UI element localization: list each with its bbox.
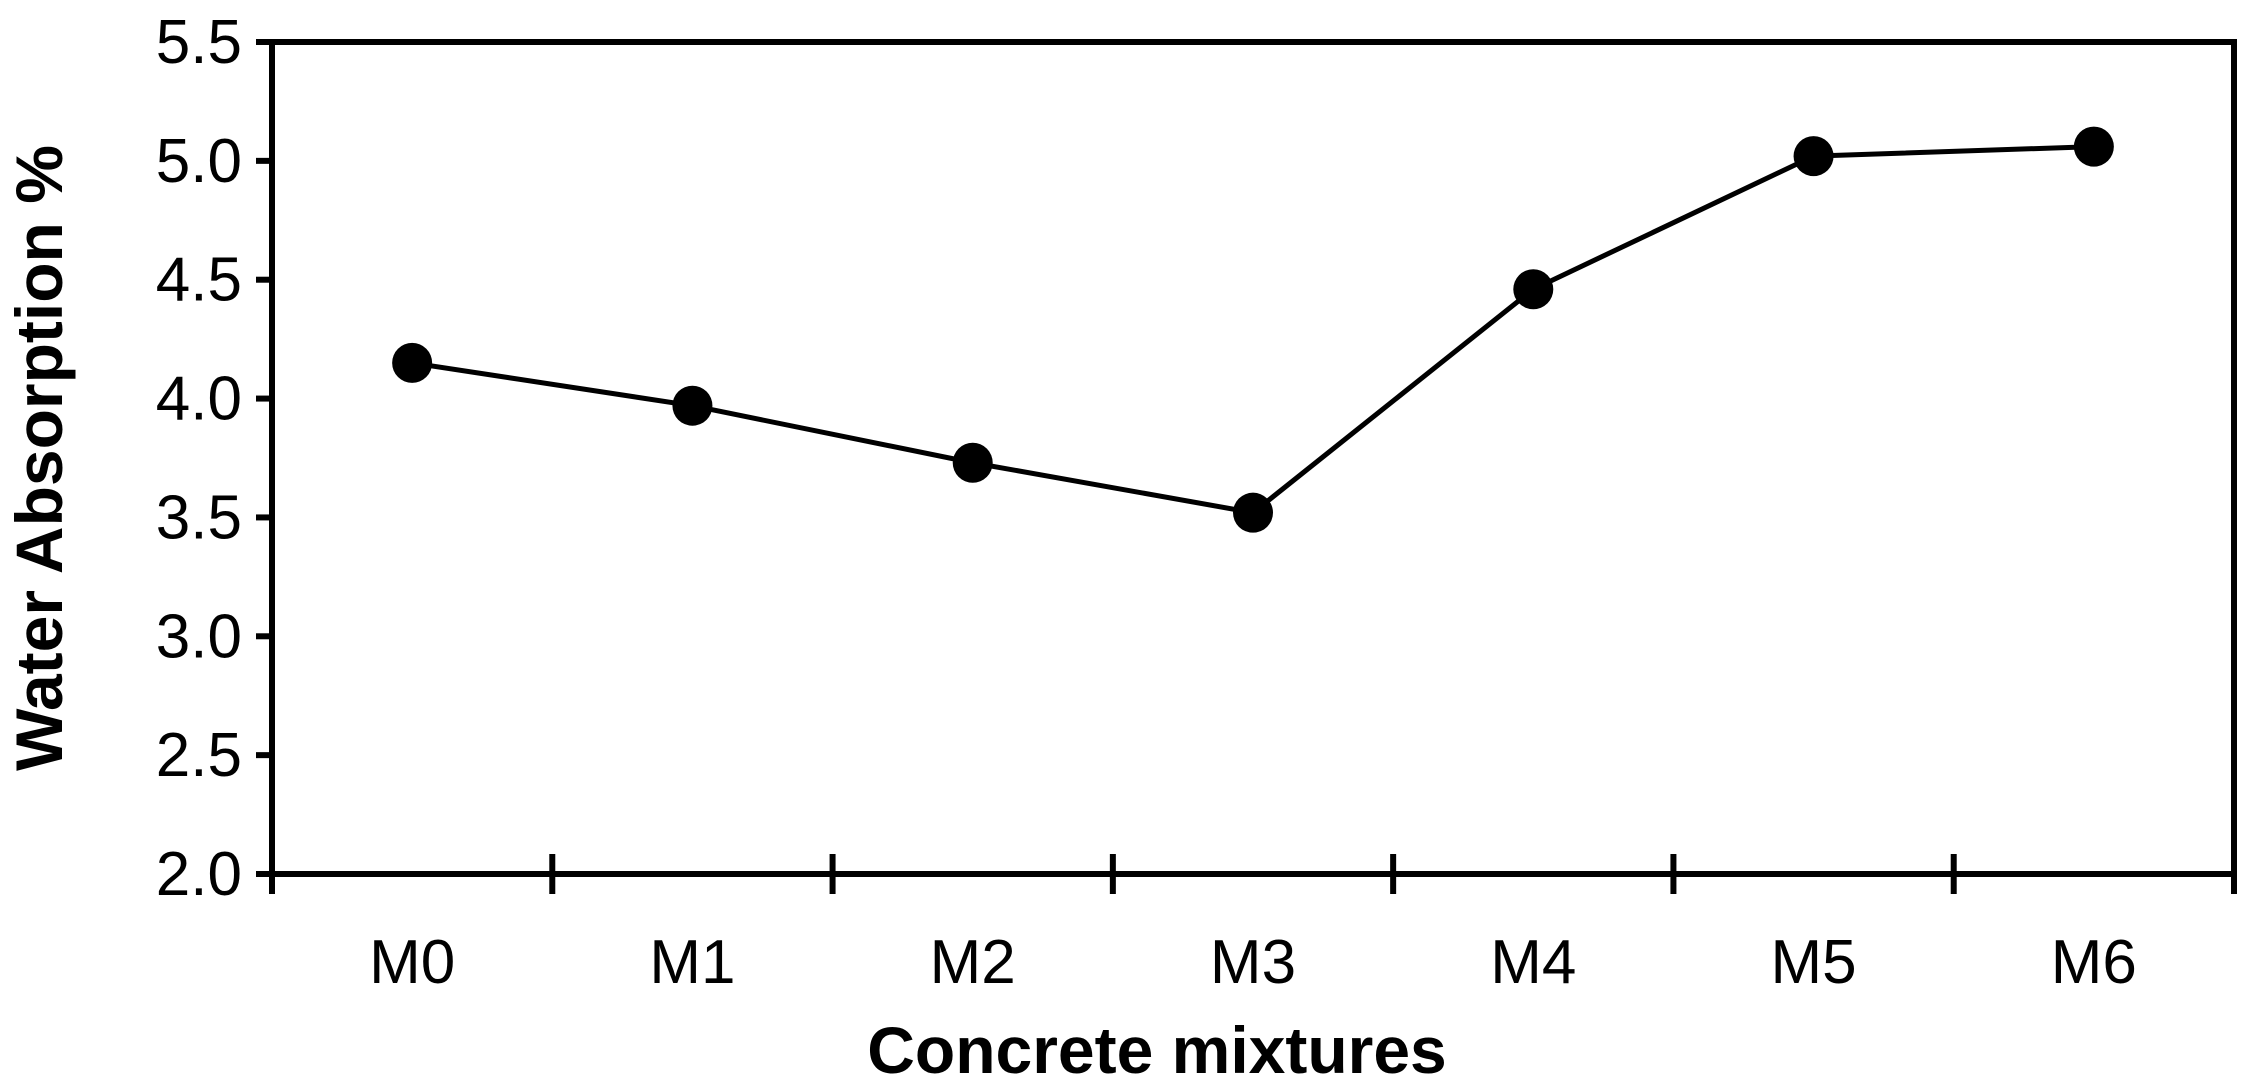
x-axis-title: Concrete mixtures (867, 1013, 1447, 1087)
y-tick-label: 4.0 (156, 365, 242, 434)
y-tick-label: 5.5 (156, 8, 242, 77)
y-tick-label: 3.0 (156, 602, 242, 671)
x-tick-label: M3 (1210, 928, 1296, 997)
data-point-m1 (672, 385, 713, 426)
x-tick-label: M4 (1490, 928, 1576, 997)
x-tick-label: M0 (369, 928, 455, 997)
data-point-m5 (1793, 136, 1834, 177)
plot-area (269, 39, 2237, 877)
y-tick-label: 2.0 (156, 840, 242, 909)
data-point-m4 (1513, 269, 1554, 310)
x-tick-label: M1 (649, 928, 735, 997)
data-point-m6 (2073, 126, 2114, 167)
y-tick-label: 4.5 (156, 246, 242, 315)
y-tick-label: 2.5 (156, 721, 242, 790)
y-axis: 2.0 2.5 3.0 3.5 4.0 4.5 5.0 5.5 (156, 8, 272, 909)
y-axis-title: Water Absorption % (2, 145, 76, 771)
y-tick-label: 5.0 (156, 127, 242, 196)
x-tick-label: M2 (930, 928, 1016, 997)
x-tick-label: M5 (1771, 928, 1857, 997)
x-axis: M0 M1 M2 M3 M4 M5 M6 (269, 854, 2237, 997)
series-layer (392, 126, 2114, 533)
data-point-m3 (1233, 492, 1273, 533)
data-point-m2 (952, 442, 993, 483)
y-tick-label: 3.5 (156, 483, 242, 552)
x-tick-label: M6 (2051, 928, 2137, 997)
data-point-m0 (392, 342, 433, 383)
